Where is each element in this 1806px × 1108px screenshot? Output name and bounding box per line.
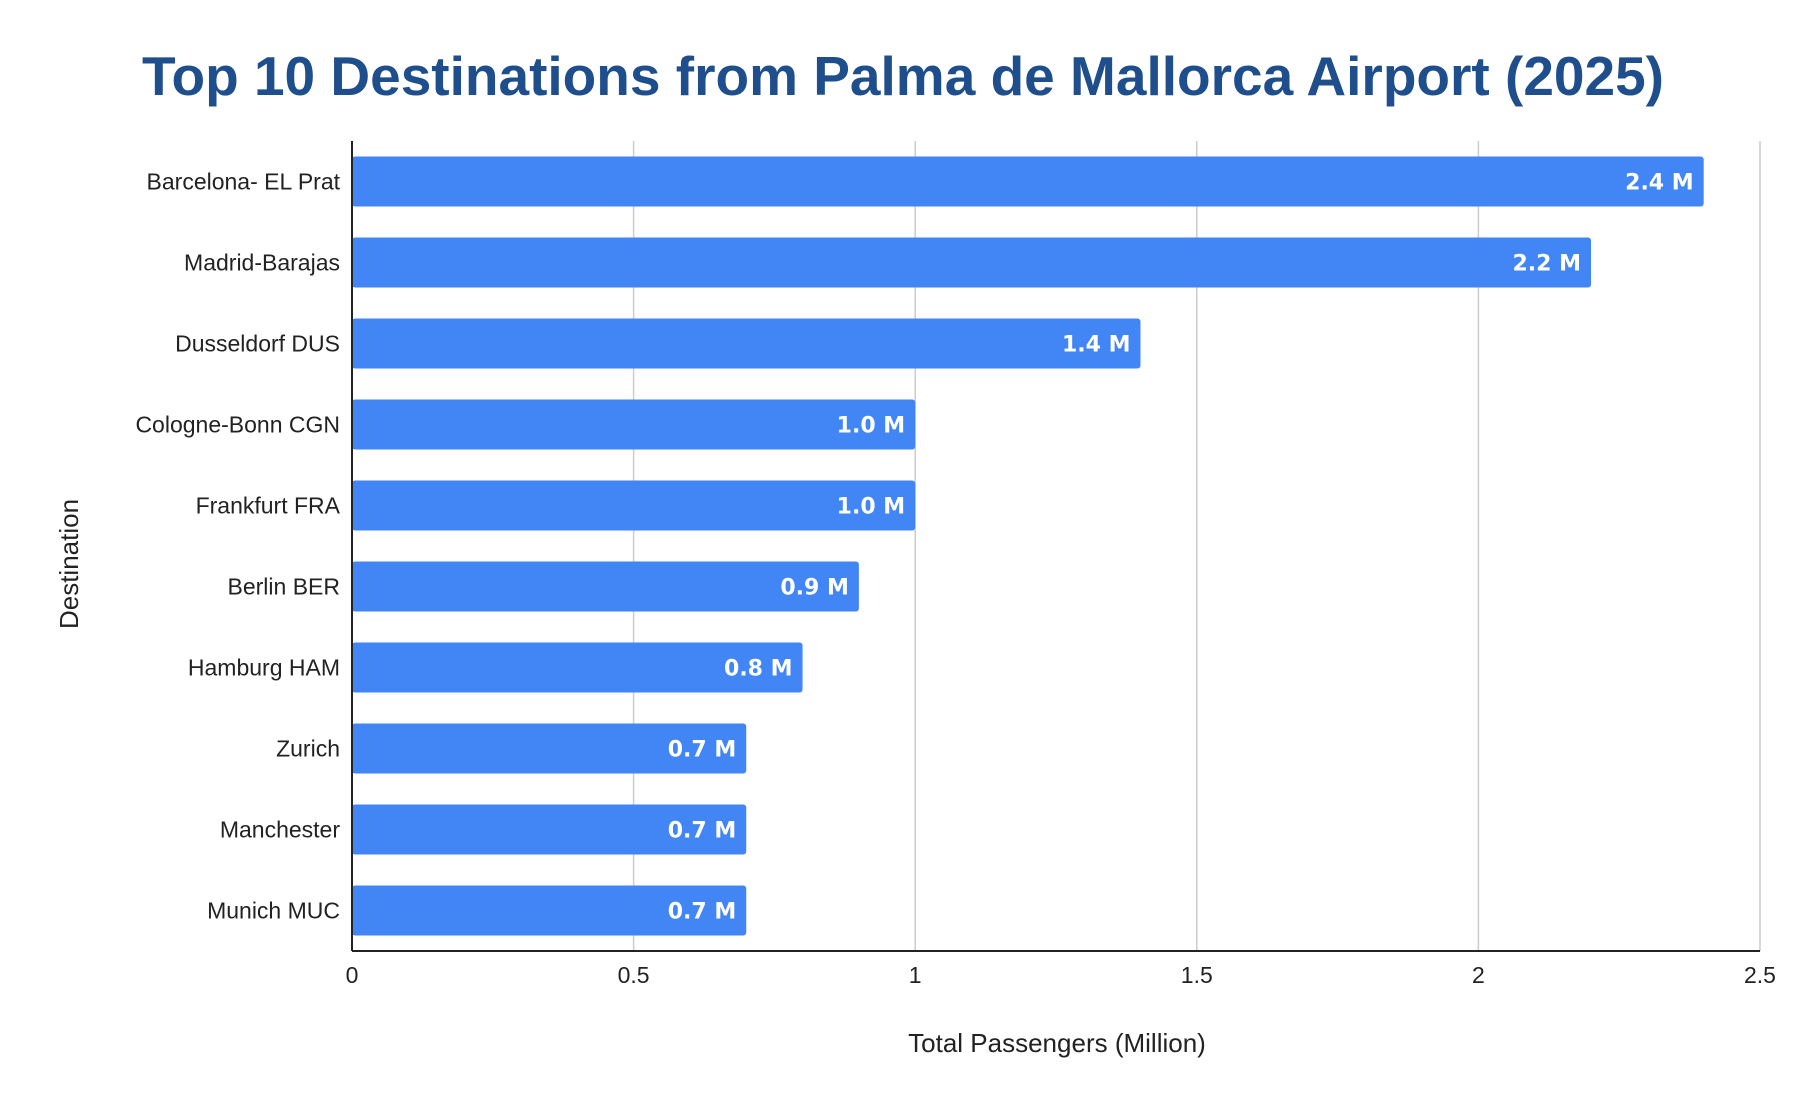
bar xyxy=(352,156,1704,207)
data-label: 0.7 M xyxy=(668,819,737,844)
x-tick-label: 0.5 xyxy=(618,962,650,988)
data-label: 2.2 M xyxy=(1513,252,1582,277)
x-axis-title: Total Passengers (Million) xyxy=(908,1028,1206,1058)
category-label: Manchester xyxy=(220,817,341,843)
data-label: 1.0 M xyxy=(837,414,906,439)
data-labels: 2.4 M 2.2 M 1.4 M 1.0 M 1.0 M 0.9 M 0.8 M 0.7 M… xyxy=(668,171,1694,925)
x-tick-label: 0 xyxy=(346,962,359,988)
x-tick-label: 1.5 xyxy=(1181,962,1213,988)
bar xyxy=(352,885,747,936)
x-tick-label: 2.5 xyxy=(1744,962,1776,988)
bar xyxy=(352,399,916,450)
category-label: Hamburg HAM xyxy=(188,655,340,681)
data-label: 0.9 M xyxy=(780,576,849,601)
data-label: 0.8 M xyxy=(724,657,793,682)
bar xyxy=(352,480,916,531)
category-labels: Barcelona- EL Prat Madrid-Barajas Dusseldo… xyxy=(135,169,340,924)
bar xyxy=(352,561,859,612)
category-label: Barcelona- EL Prat xyxy=(147,169,341,195)
category-label: Munich MUC xyxy=(207,898,340,924)
bar xyxy=(352,642,803,693)
y-axis-title: Destination xyxy=(54,499,84,629)
data-label: 2.4 M xyxy=(1625,171,1694,196)
data-label: 0.7 M xyxy=(668,900,737,925)
x-tick-labels: 0 0.5 1 1.5 2 2.5 xyxy=(346,962,1776,988)
bar xyxy=(352,723,747,774)
bars xyxy=(352,156,1704,936)
data-label: 1.0 M xyxy=(837,495,906,520)
x-tick-label: 2 xyxy=(1472,962,1485,988)
category-label: Dusseldorf DUS xyxy=(175,331,340,357)
data-label: 1.4 M xyxy=(1062,333,1131,358)
category-label: Cologne-Bonn CGN xyxy=(135,412,340,438)
x-tick-label: 1 xyxy=(909,962,922,988)
bar xyxy=(352,318,1141,369)
axes xyxy=(351,141,1760,952)
category-label: Berlin BER xyxy=(228,574,340,600)
data-label: 0.7 M xyxy=(668,738,737,763)
bar xyxy=(352,237,1592,288)
category-label: Madrid-Barajas xyxy=(184,250,340,276)
bar xyxy=(352,804,747,855)
category-label: Zurich xyxy=(276,736,340,762)
chart-title: Top 10 Destinations from Palma de Mallor… xyxy=(141,45,1665,107)
category-label: Frankfurt FRA xyxy=(196,493,341,519)
